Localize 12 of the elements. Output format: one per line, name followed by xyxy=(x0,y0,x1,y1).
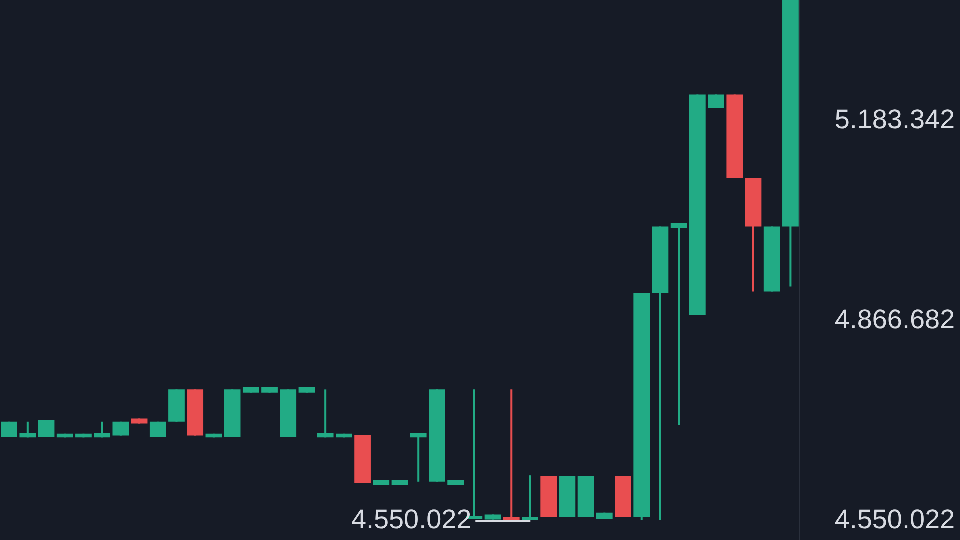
y-tick-label: 4.866.682 xyxy=(834,304,955,334)
y-tick-label: 4.550.022 xyxy=(834,504,955,534)
y-tick-label: 5.183.342 xyxy=(834,104,955,134)
candlestick xyxy=(20,420,36,439)
candlestick xyxy=(112,420,130,437)
candlestick xyxy=(708,94,724,109)
annotation: 4.550.022 xyxy=(352,504,472,534)
candlestick xyxy=(410,432,427,483)
candlestick xyxy=(317,388,334,439)
candlestick xyxy=(670,222,688,426)
candlestick xyxy=(38,419,55,438)
candlestick xyxy=(94,420,111,439)
